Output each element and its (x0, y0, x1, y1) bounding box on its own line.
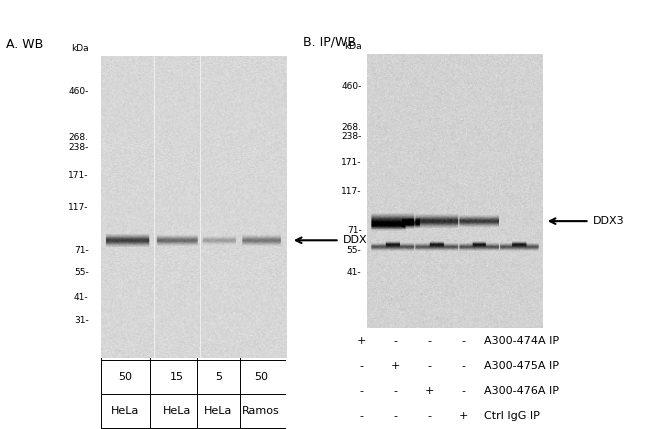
Text: kDa: kDa (344, 42, 361, 51)
Text: 71-: 71- (74, 246, 88, 255)
Text: B. IP/WB: B. IP/WB (303, 36, 356, 48)
Text: 117-: 117- (68, 203, 88, 212)
Text: HeLa: HeLa (162, 406, 191, 416)
Text: Ramos: Ramos (242, 406, 280, 416)
Text: DDX3: DDX3 (593, 216, 624, 226)
Text: -: - (394, 386, 398, 396)
Text: 55-: 55- (74, 268, 88, 277)
Text: -: - (428, 411, 432, 421)
Text: 171-: 171- (341, 158, 361, 167)
Text: +: + (391, 361, 400, 371)
Text: 41-: 41- (347, 268, 361, 277)
Text: -: - (462, 386, 466, 396)
Text: 50: 50 (254, 372, 268, 382)
Text: 5: 5 (215, 372, 222, 382)
Text: A300-474A IP: A300-474A IP (484, 336, 560, 346)
Text: A. WB: A. WB (6, 38, 43, 51)
Text: +: + (425, 386, 434, 396)
Text: +: + (460, 411, 469, 421)
Text: 15: 15 (170, 372, 184, 382)
Text: HeLa: HeLa (204, 406, 233, 416)
Text: 238-: 238- (341, 133, 361, 142)
Text: 460-: 460- (341, 82, 361, 91)
Text: -: - (394, 411, 398, 421)
Text: kDa: kDa (71, 44, 88, 53)
Text: 41-: 41- (74, 293, 88, 302)
Text: 71-: 71- (347, 226, 361, 235)
Text: A300-475A IP: A300-475A IP (484, 361, 559, 371)
Text: -: - (359, 361, 363, 371)
Text: -: - (428, 361, 432, 371)
Text: Ctrl IgG IP: Ctrl IgG IP (484, 411, 540, 421)
Text: 268.: 268. (69, 133, 88, 142)
Text: 460-: 460- (68, 87, 88, 96)
Text: +: + (357, 336, 366, 346)
Text: A300-476A IP: A300-476A IP (484, 386, 559, 396)
Text: -: - (462, 361, 466, 371)
Text: -: - (394, 336, 398, 346)
Text: HeLa: HeLa (111, 406, 139, 416)
Text: -: - (359, 386, 363, 396)
Text: -: - (428, 336, 432, 346)
Text: 117-: 117- (341, 187, 361, 196)
Text: 268.: 268. (341, 123, 361, 132)
Text: 31-: 31- (74, 317, 88, 326)
Text: 50: 50 (118, 372, 132, 382)
Text: -: - (462, 336, 466, 346)
Text: 171-: 171- (68, 171, 88, 180)
Text: -: - (359, 411, 363, 421)
Text: 238-: 238- (68, 143, 88, 152)
Text: DDX3: DDX3 (343, 235, 374, 245)
Text: 55-: 55- (347, 245, 361, 254)
